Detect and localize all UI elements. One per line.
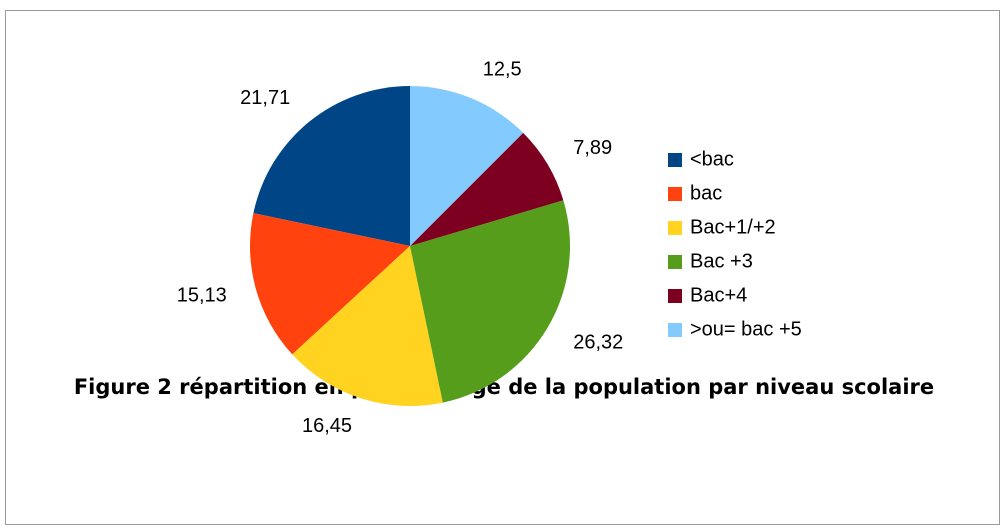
- legend-label: Bac+1/+2: [690, 216, 776, 238]
- pie-slice: [410, 200, 570, 403]
- legend-label: >ou= bac +5: [690, 318, 802, 340]
- pie-slice: [253, 86, 410, 246]
- legend-swatch: [668, 255, 682, 269]
- pie-slice: [410, 86, 524, 246]
- data-label: 7,89: [573, 137, 612, 159]
- data-label: 16,45: [302, 415, 352, 437]
- data-label: 26,32: [573, 332, 623, 354]
- pie-slice: [410, 132, 564, 246]
- legend-swatch: [668, 153, 682, 167]
- legend-swatch: [668, 221, 682, 235]
- chart-caption: Figure 2 répartition en pourcentage de l…: [74, 375, 934, 399]
- legend-swatch: [668, 323, 682, 337]
- pie-slice: [250, 213, 410, 355]
- legend-label: <bac: [690, 148, 734, 170]
- pie-slice: [292, 246, 443, 406]
- legend-label: Bac+4: [690, 284, 747, 306]
- legend-label: Bac +3: [690, 250, 753, 272]
- legend-swatch: [668, 289, 682, 303]
- data-label: 21,71: [240, 87, 290, 109]
- data-label: 12,5: [483, 59, 522, 81]
- legend-swatch: [668, 187, 682, 201]
- frame: [5, 10, 1000, 525]
- legend-label: bac: [690, 182, 722, 204]
- data-label: 15,13: [177, 285, 227, 307]
